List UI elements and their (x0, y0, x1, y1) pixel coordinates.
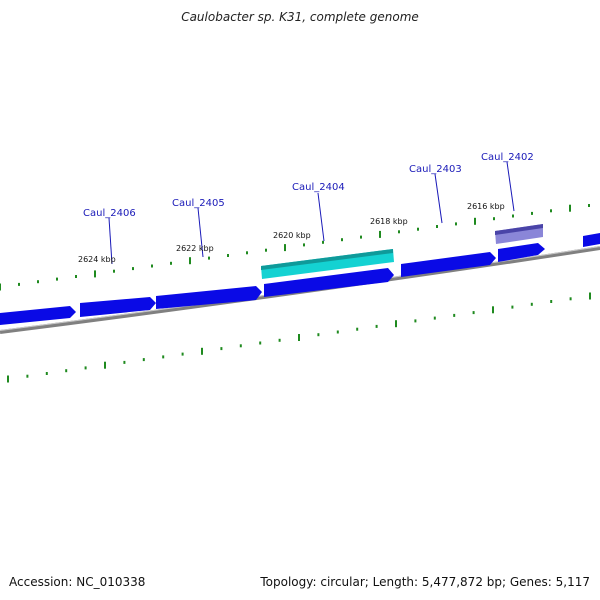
kbp-label-2624: 2624 kbp (78, 255, 116, 264)
gene-label-caul-2404[interactable]: Caul_2404 (292, 182, 345, 193)
genome-summary-text: Topology: circular; Length: 5,477,872 bp… (260, 575, 590, 589)
gene-arrow[interactable] (0, 306, 76, 325)
gene-label-caul-2403[interactable]: Caul_2403 (409, 164, 462, 175)
kbp-label-2620: 2620 kbp (273, 231, 311, 240)
gene-arrow[interactable] (156, 286, 262, 309)
accession-text: Accession: NC_010338 (9, 575, 146, 589)
gene-arrow[interactable] (264, 268, 394, 297)
gene-label-caul-2402[interactable]: Caul_2402 (481, 152, 534, 163)
label-leaders (108, 161, 515, 265)
gene-arrow[interactable] (80, 297, 156, 317)
gene-arrow-purple-edge (495, 224, 543, 235)
tick-marks (0, 204, 591, 383)
gene-track (0, 224, 600, 325)
kbp-label-2616: 2616 kbp (467, 202, 505, 211)
kbp-label-2618: 2618 kbp (370, 217, 408, 226)
gene-arrow[interactable] (583, 233, 600, 247)
gene-arrow[interactable] (401, 252, 496, 277)
gene-label-caul-2406[interactable]: Caul_2406 (83, 208, 136, 219)
page-title: Caulobacter sp. K31, complete genome (181, 10, 419, 24)
gene-arrow[interactable] (498, 243, 545, 262)
gene-arrow-highlighted-edge (261, 249, 393, 270)
kbp-label-2622: 2622 kbp (176, 244, 214, 253)
gene-label-caul-2405[interactable]: Caul_2405 (172, 198, 225, 209)
